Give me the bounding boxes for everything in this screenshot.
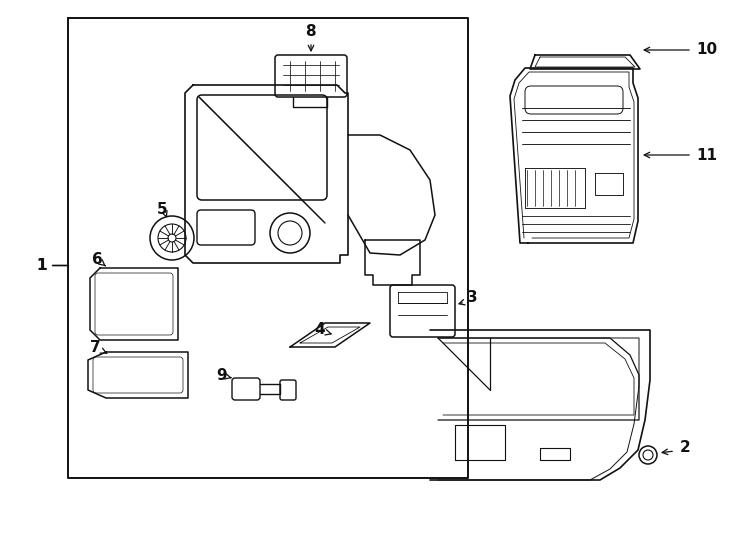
Text: 1: 1 xyxy=(37,258,47,273)
Text: 7: 7 xyxy=(90,341,101,355)
Text: 3: 3 xyxy=(467,291,477,306)
Text: 8: 8 xyxy=(305,24,316,39)
Text: 5: 5 xyxy=(156,202,167,218)
Text: 2: 2 xyxy=(680,440,691,455)
Text: 1: 1 xyxy=(37,258,47,273)
Text: 11: 11 xyxy=(697,147,718,163)
Text: 6: 6 xyxy=(92,253,102,267)
Text: 10: 10 xyxy=(697,43,718,57)
Text: 9: 9 xyxy=(217,368,228,382)
Text: 4: 4 xyxy=(315,322,325,338)
